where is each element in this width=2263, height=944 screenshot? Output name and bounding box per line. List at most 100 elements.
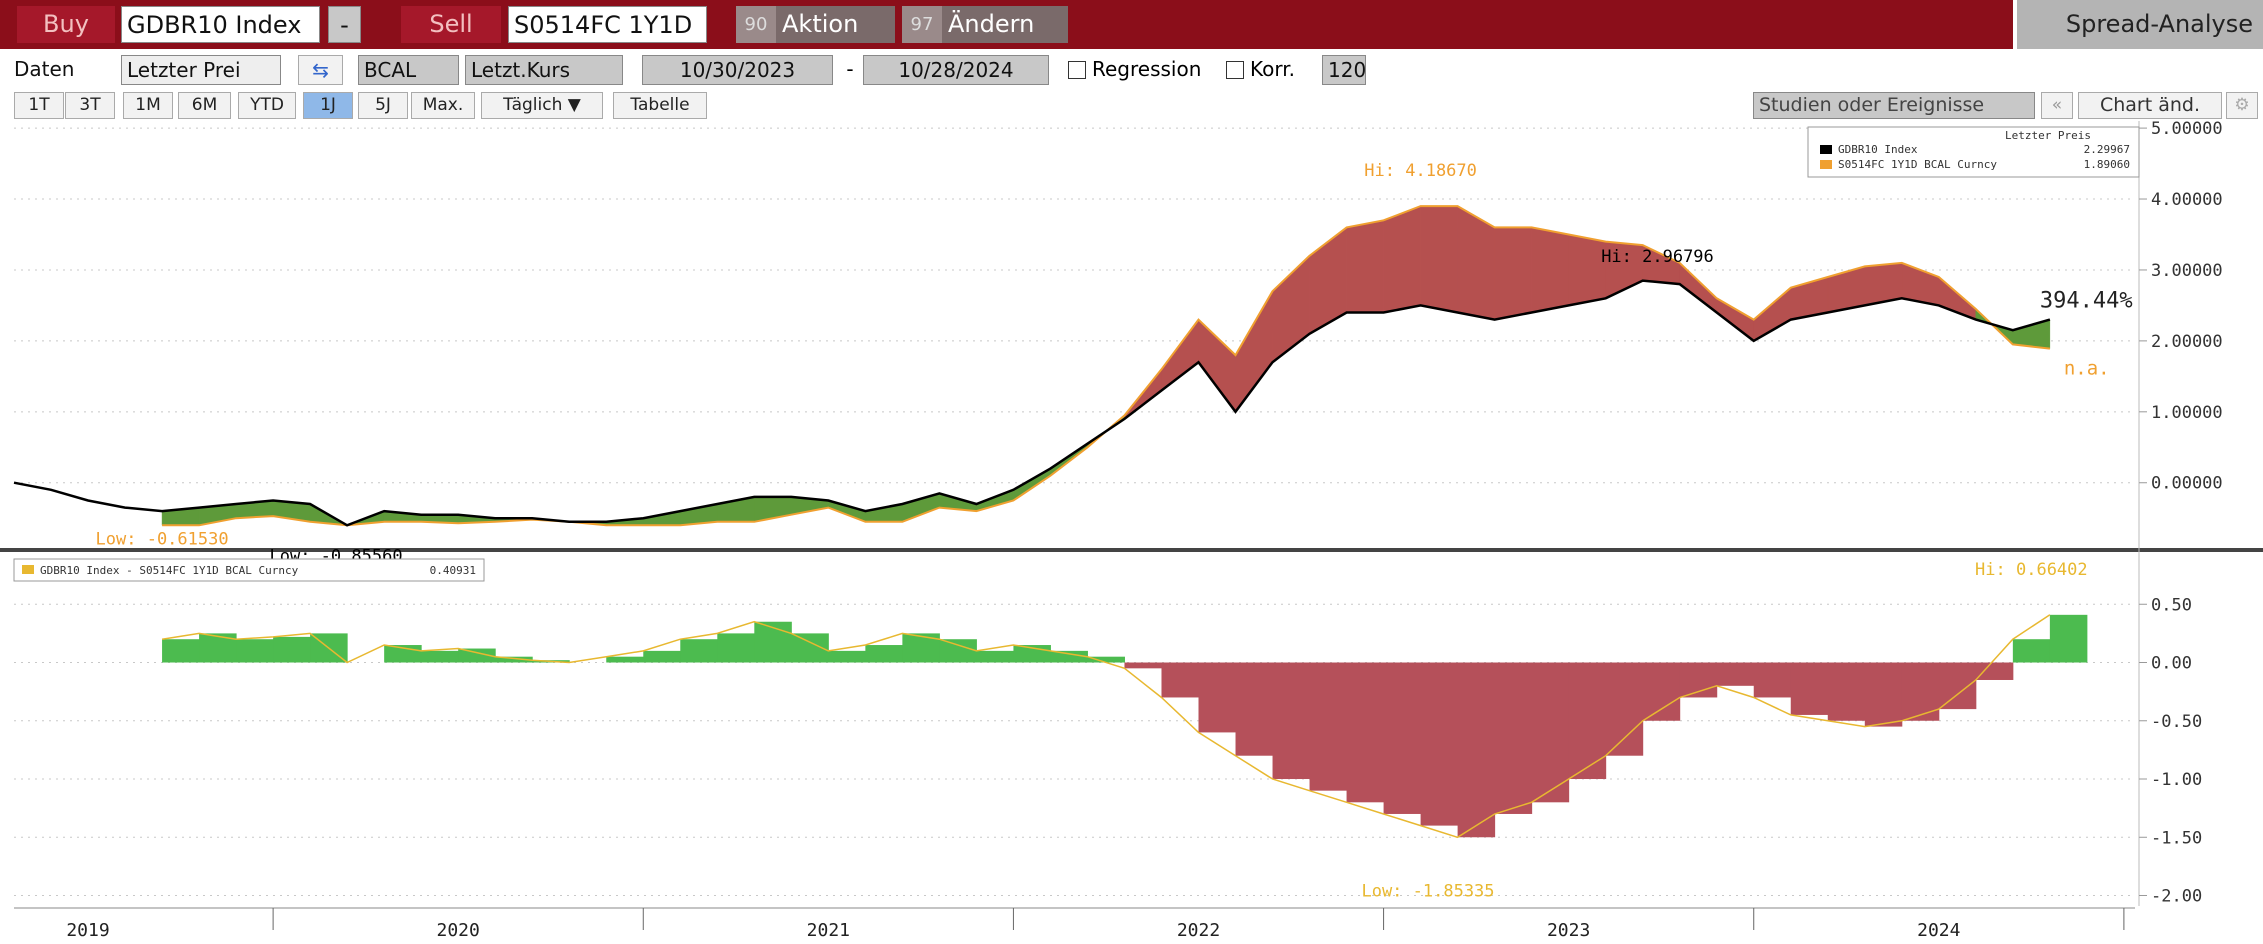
- swap-button[interactable]: ⇆: [298, 55, 343, 85]
- period-button[interactable]: YTD: [238, 92, 296, 119]
- end-label: 394.44%: [2040, 289, 2133, 314]
- change-code[interactable]: 97: [902, 6, 942, 43]
- table-button[interactable]: Tabelle: [613, 92, 707, 119]
- spread-bar: [1753, 662, 1792, 698]
- y-tick-label: 1.00000: [2151, 403, 2223, 423]
- spread-bar: [162, 639, 200, 663]
- legend-box: [13, 558, 485, 582]
- spread-fill: [1494, 227, 1532, 320]
- annotation: Low: -1.85335: [1361, 881, 1494, 901]
- collapse-button[interactable]: «: [2041, 92, 2073, 119]
- spread-bar: [495, 656, 533, 663]
- screen-title: Spread-Analyse: [2017, 0, 2263, 49]
- spread-bar: [606, 656, 644, 663]
- price-type[interactable]: Letzt.Kurs: [465, 55, 623, 85]
- annotation: Hi: 0.66402: [1975, 560, 2088, 580]
- spread-bar: [2012, 639, 2051, 663]
- legend-title: Letzter Preis: [2005, 129, 2091, 142]
- period-button[interactable]: 1T: [14, 92, 64, 119]
- annotation: Low: -0.61530: [96, 529, 229, 549]
- legend-entry: GDBR10 Index: [1838, 143, 1918, 156]
- period-button[interactable]: 6M: [178, 92, 231, 119]
- spread-bar: [680, 639, 718, 663]
- period-button[interactable]: Max.: [411, 92, 475, 119]
- spread-bar: [1494, 662, 1533, 814]
- sell-ticker[interactable]: S0514FC 1Y1D: [508, 6, 707, 43]
- spread-bar: [1309, 662, 1348, 791]
- x-tick-label: 2022: [1177, 920, 1220, 941]
- spread-fill: [1272, 255, 1310, 363]
- series-line: [13, 279, 2051, 527]
- legend-swatch: [1820, 160, 1832, 169]
- frequency[interactable]: Täglich ▼: [481, 92, 603, 119]
- legend-value: 1.89060: [2084, 158, 2130, 171]
- spread-bar: [1420, 662, 1459, 826]
- y-tick-label: -1.50: [2151, 828, 2202, 848]
- spread-bar: [1864, 662, 1903, 727]
- spread-bar: [458, 648, 496, 663]
- spread-bar: [1198, 662, 1237, 733]
- x-tick-label: 2021: [807, 920, 850, 941]
- spread-bar: [273, 636, 311, 663]
- y-tick-label: 0.50: [2151, 595, 2192, 615]
- spread-fill: [1383, 205, 1421, 313]
- chart-change-button[interactable]: Chart änd.: [2078, 92, 2222, 119]
- spread-bar: [1383, 662, 1422, 814]
- period-button[interactable]: 3T: [65, 92, 115, 119]
- spread-bar: [717, 633, 755, 663]
- spread-bar: [1827, 662, 1866, 721]
- annotation: Hi: 2.96796: [1601, 247, 1714, 267]
- spread-bar: [1050, 650, 1088, 663]
- x-tick-label: 2019: [66, 920, 109, 941]
- series-line: [162, 205, 2051, 527]
- calendar[interactable]: BCAL: [358, 55, 459, 85]
- end-date[interactable]: 10/28/2024: [863, 55, 1049, 85]
- operator[interactable]: -: [328, 6, 361, 43]
- x-tick-label: 2023: [1547, 920, 1590, 941]
- action-code[interactable]: 90: [736, 6, 776, 43]
- spread-bar: [1716, 662, 1755, 686]
- action-menu[interactable]: Aktion: [776, 6, 895, 43]
- spread-bar: [1161, 662, 1200, 698]
- period-button[interactable]: 5J: [358, 92, 408, 119]
- sell-label: Sell: [401, 6, 501, 43]
- correlation-checkbox[interactable]: [1226, 61, 1244, 79]
- y-tick-label: 0.00: [2151, 654, 2192, 674]
- legend-value: 2.29967: [2084, 143, 2130, 156]
- spread-bar: [1642, 662, 1681, 721]
- spread-bar: [1568, 662, 1607, 780]
- studies-button[interactable]: Studien oder Ereignisse: [1753, 92, 2035, 119]
- y-tick-label: 2.00000: [2151, 332, 2223, 352]
- legend-entry: GDBR10 Index - S0514FC 1Y1D BCAL Curncy: [40, 564, 299, 577]
- y-tick-label: -1.00: [2151, 770, 2202, 790]
- start-date[interactable]: 10/30/2023: [642, 55, 833, 85]
- period-button[interactable]: 1M: [123, 92, 173, 119]
- spread-fill: [1235, 290, 1273, 413]
- annotation: Hi: 4.18670: [1364, 161, 1477, 181]
- spread-bar: [1346, 662, 1385, 803]
- spread-bar: [643, 650, 681, 663]
- x-tick-label: 2024: [1917, 920, 1960, 941]
- spread-fill: [1161, 318, 1199, 392]
- spread-bar: [1790, 662, 1829, 715]
- y-tick-label: 5.00000: [2151, 119, 2223, 139]
- spread-bar: [828, 650, 866, 663]
- spread-bar: [1901, 662, 1940, 721]
- spread-fill: [1198, 319, 1236, 413]
- y-tick-label: -2.00: [2151, 887, 2202, 907]
- correlation-label: Korr.: [1250, 57, 1295, 81]
- legend-entry: S0514FC 1Y1D BCAL Curncy: [1838, 158, 1997, 171]
- regression-checkbox[interactable]: [1068, 61, 1086, 79]
- regression-label: Regression: [1092, 57, 1202, 81]
- change-menu[interactable]: Ändern: [942, 6, 1068, 43]
- price-field[interactable]: Letzter Prei: [121, 55, 281, 85]
- buy-ticker[interactable]: GDBR10 Index: [121, 6, 320, 43]
- settings-button[interactable]: ⚙: [2226, 92, 2258, 119]
- period-button[interactable]: 1J: [303, 92, 353, 119]
- data-label: Daten: [14, 57, 75, 81]
- spread-fill: [1346, 219, 1384, 313]
- spread-bar: [236, 639, 274, 663]
- correlation-window[interactable]: 120: [1322, 55, 1366, 85]
- spread-bar: [1975, 662, 2014, 680]
- y-tick-label: -0.50: [2151, 712, 2202, 732]
